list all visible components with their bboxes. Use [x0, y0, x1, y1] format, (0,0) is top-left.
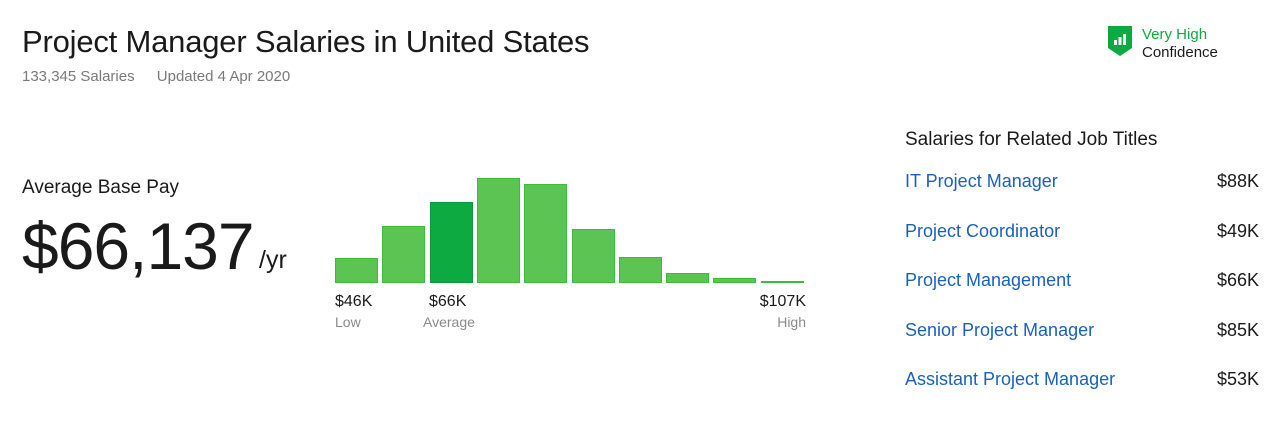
- low-label: Low: [335, 314, 361, 330]
- high-value: $107K: [759, 293, 806, 310]
- related-job-link[interactable]: Project Coordinator: [905, 220, 1061, 241]
- related-job-link[interactable]: IT Project Manager: [905, 171, 1058, 191]
- histogram-bar: [618, 256, 662, 283]
- related-job-link[interactable]: Project Management: [905, 270, 1072, 290]
- high-label: High: [777, 314, 806, 330]
- shield-chart-icon: [1108, 26, 1132, 56]
- related-titles: Salaries for Related Job Titles IT Proje…: [905, 129, 1259, 419]
- related-job-pay: $49K: [1216, 220, 1259, 241]
- avg-label: Average: [423, 314, 475, 330]
- histogram-bar: [382, 226, 426, 283]
- related-job-row: IT Project Manager $88K: [905, 171, 1259, 221]
- salary-histogram: [335, 170, 806, 283]
- related-heading: Salaries for Related Job Titles: [905, 129, 1158, 150]
- confidence-level: Very High: [1142, 26, 1208, 43]
- related-job-pay: $88K: [1216, 171, 1259, 191]
- meta: 133,345 Salaries Updated 4 Apr 2020: [22, 68, 308, 85]
- related-job-row: Project Management $66K: [905, 270, 1259, 320]
- related-job-pay: $85K: [1216, 319, 1259, 340]
- avg-value: $66K: [429, 293, 467, 310]
- histogram-bar: [666, 272, 710, 283]
- histogram-bar: [760, 281, 804, 283]
- confidence-badge: Very High Confidence: [1108, 26, 1218, 62]
- related-job-pay: $66K: [1216, 270, 1259, 290]
- salaries-count: 133,345 Salaries: [22, 68, 135, 85]
- related-job-link[interactable]: Senior Project Manager: [905, 319, 1095, 340]
- related-job-row: Project Coordinator $49K: [905, 221, 1259, 271]
- histogram-bar: [713, 277, 757, 283]
- histogram-bar: [571, 229, 615, 283]
- average-base-pay-label: Average Base Pay: [22, 177, 180, 198]
- low-value: $46K: [335, 293, 373, 310]
- confidence-label: Confidence: [1142, 44, 1218, 61]
- histogram-bar: [524, 184, 568, 283]
- average-pay-value: $66,137: [22, 209, 255, 283]
- related-job-link[interactable]: Assistant Project Manager: [905, 369, 1116, 389]
- histogram-bar: [429, 202, 473, 283]
- updated-date: Updated 4 Apr 2020: [156, 68, 291, 85]
- histogram-bar: [476, 178, 520, 283]
- histogram-bar: [335, 257, 378, 283]
- related-job-row: Senior Project Manager $85K: [905, 320, 1259, 370]
- related-job-row: Assistant Project Manager $53K: [905, 369, 1259, 419]
- related-job-pay: $53K: [1216, 369, 1259, 389]
- page-title: Project Manager Salaries in United State…: [22, 24, 590, 59]
- pay-unit: /yr: [259, 246, 287, 274]
